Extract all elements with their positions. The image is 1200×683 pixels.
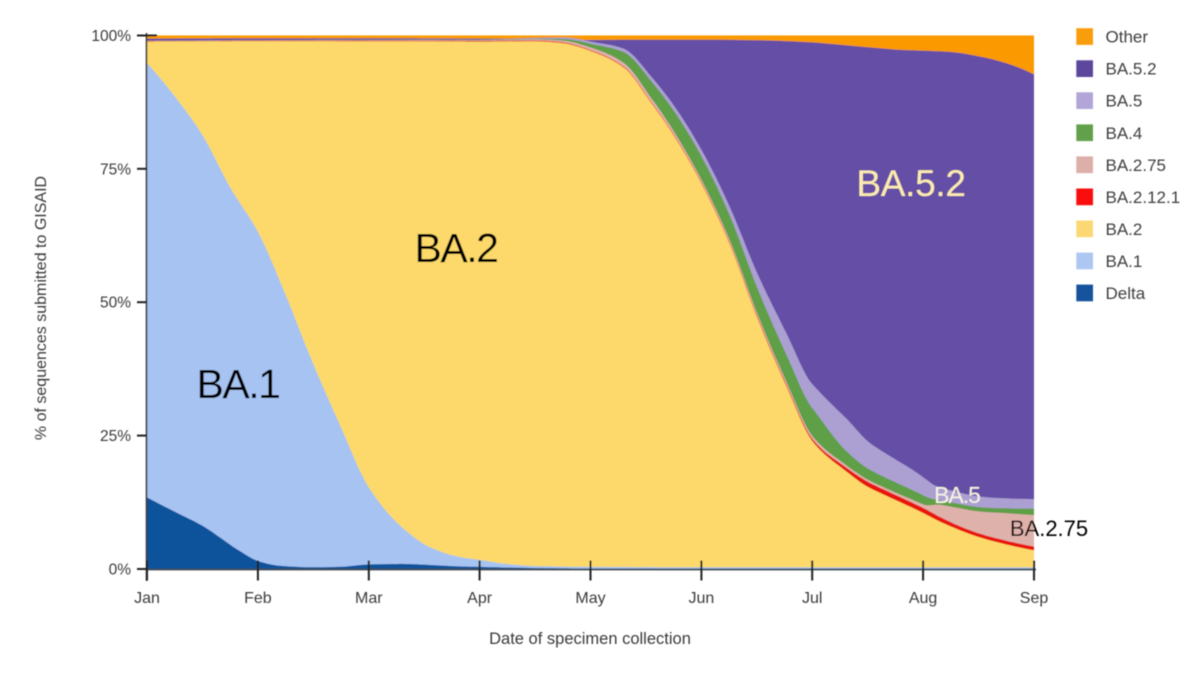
svg-text:BA.2.75: BA.2.75 (1106, 156, 1167, 175)
svg-text:BA.2: BA.2 (1106, 220, 1143, 239)
svg-text:BA.5: BA.5 (1106, 92, 1143, 111)
svg-text:Date of specimen collection: Date of specimen collection (489, 630, 691, 648)
svg-text:% of sequences submitted to GI: % of sequences submitted to GISAID (33, 176, 50, 440)
svg-text:BA.1: BA.1 (197, 361, 280, 407)
svg-text:Apr: Apr (467, 590, 493, 607)
svg-text:Mar: Mar (355, 590, 383, 607)
svg-text:Jul: Jul (802, 590, 822, 607)
svg-text:75%: 75% (100, 161, 131, 178)
svg-text:BA.5.2: BA.5.2 (856, 163, 965, 204)
svg-text:50%: 50% (100, 295, 131, 312)
svg-text:BA.2: BA.2 (415, 225, 498, 271)
svg-text:Aug: Aug (909, 590, 937, 607)
svg-text:25%: 25% (100, 428, 131, 445)
svg-text:100%: 100% (91, 28, 131, 45)
svg-text:BA.2.12.1: BA.2.12.1 (1106, 188, 1181, 207)
svg-text:0%: 0% (109, 562, 132, 579)
svg-text:BA.5: BA.5 (934, 482, 980, 508)
svg-text:BA.5.2: BA.5.2 (1106, 60, 1157, 79)
svg-text:May: May (575, 590, 605, 607)
svg-text:Feb: Feb (244, 590, 272, 607)
svg-text:Sep: Sep (1020, 590, 1049, 607)
svg-text:Other: Other (1106, 28, 1149, 47)
svg-text:Jun: Jun (689, 590, 715, 607)
svg-text:BA.2.75: BA.2.75 (1010, 516, 1088, 541)
svg-text:Delta: Delta (1106, 284, 1146, 303)
svg-text:Jan: Jan (134, 590, 160, 607)
svg-text:BA.1: BA.1 (1106, 252, 1143, 271)
svg-text:BA.4: BA.4 (1106, 124, 1143, 143)
